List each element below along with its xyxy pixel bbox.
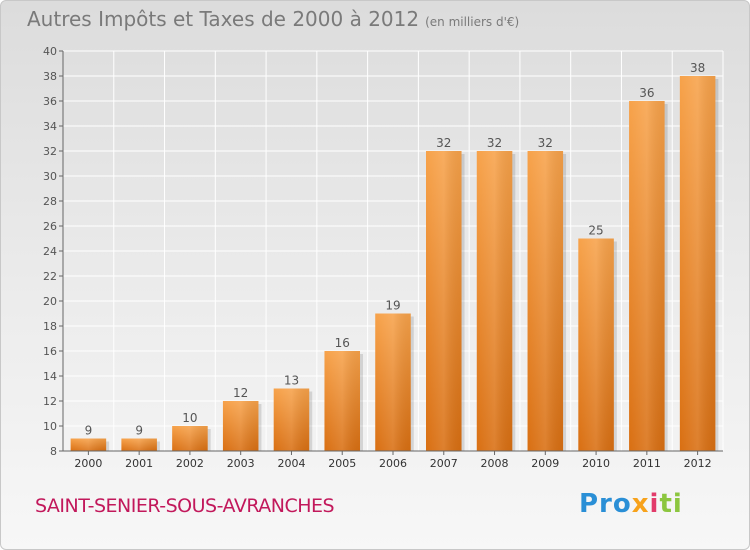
y-tick-label: 10 [43, 420, 57, 433]
y-tick-label: 32 [43, 145, 57, 158]
y-tick-label: 20 [43, 295, 57, 308]
bar-shine [172, 426, 208, 451]
bar-shine [222, 401, 259, 451]
data-label: 10 [182, 411, 197, 425]
logo-part-3: i [649, 489, 660, 519]
data-label: 19 [385, 299, 400, 313]
y-tick-label: 18 [43, 320, 57, 333]
chart-title: Autres Impôts et Taxes de 2000 à 2012 (en… [27, 7, 519, 31]
data-label: 32 [436, 136, 451, 150]
x-tick-label: 2009 [531, 457, 559, 470]
logo-part-2: x [631, 489, 650, 519]
data-label: 36 [639, 86, 654, 100]
data-label: 32 [538, 136, 553, 150]
x-tick-label: 2007 [430, 457, 458, 470]
data-label: 16 [335, 336, 350, 350]
data-label: 12 [233, 386, 248, 400]
x-tick-label: 2000 [74, 457, 102, 470]
data-label: 13 [284, 374, 299, 388]
logo-part-4: ti [659, 489, 683, 519]
logo-part-1: Pro [579, 489, 632, 519]
bar-shine [121, 438, 157, 451]
y-tick-label: 16 [43, 345, 57, 358]
y-tick-label: 34 [43, 120, 57, 133]
bars [70, 76, 719, 451]
x-tick-label: 2003 [227, 457, 255, 470]
y-tick-label: 8 [50, 445, 57, 458]
x-tick-label: 2005 [328, 457, 356, 470]
x-tick-label: 2008 [481, 457, 509, 470]
y-tick-label: 28 [43, 195, 57, 208]
bar-shine [324, 351, 360, 451]
y-tick-label: 30 [43, 170, 57, 183]
chart-subtitle: (en milliers d'€) [425, 15, 520, 29]
y-tick-label: 14 [43, 370, 57, 383]
y-tick-label: 12 [43, 395, 57, 408]
data-label: 9 [85, 424, 93, 438]
x-tick-label: 2002 [176, 457, 204, 470]
commune-name: SAINT-SENIER-SOUS-AVRANCHES [35, 495, 335, 517]
x-tick-label: 2006 [379, 457, 407, 470]
data-label: 32 [487, 136, 502, 150]
bar-shine [629, 101, 665, 451]
y-tick-label: 24 [43, 245, 57, 258]
labels: 8 10 12 14 16 18 20 22 24 26 28 30 32 34 36 38 40 9 2000 9 2… [43, 45, 712, 470]
y-tick-label: 22 [43, 270, 57, 283]
chart-title-text: Autres Impôts et Taxes de 2000 à 2012 [27, 7, 420, 31]
bar-shine [375, 313, 411, 451]
y-tick-label: 36 [43, 95, 57, 108]
data-label: 25 [588, 224, 603, 238]
x-tick-label: 2011 [633, 457, 661, 470]
axes [59, 50, 723, 455]
bar-shine [476, 151, 513, 451]
x-tick-label: 2010 [582, 457, 610, 470]
x-tick-label: 2004 [277, 457, 305, 470]
bar-shine [273, 388, 310, 451]
bar-shine [70, 438, 107, 451]
x-tick-label: 2012 [684, 457, 712, 470]
y-tick-label: 26 [43, 220, 57, 233]
bar-shine [578, 238, 614, 451]
data-label: 9 [135, 424, 143, 438]
x-tick-label: 2001 [125, 457, 153, 470]
bar-shine [426, 151, 462, 451]
y-tick-label: 38 [43, 70, 57, 83]
bar-shine [527, 151, 564, 451]
y-tick-label: 40 [43, 45, 57, 58]
bar-shine [679, 76, 716, 451]
proxiti-logo: Proxiti [579, 489, 683, 519]
data-label: 38 [690, 61, 705, 75]
